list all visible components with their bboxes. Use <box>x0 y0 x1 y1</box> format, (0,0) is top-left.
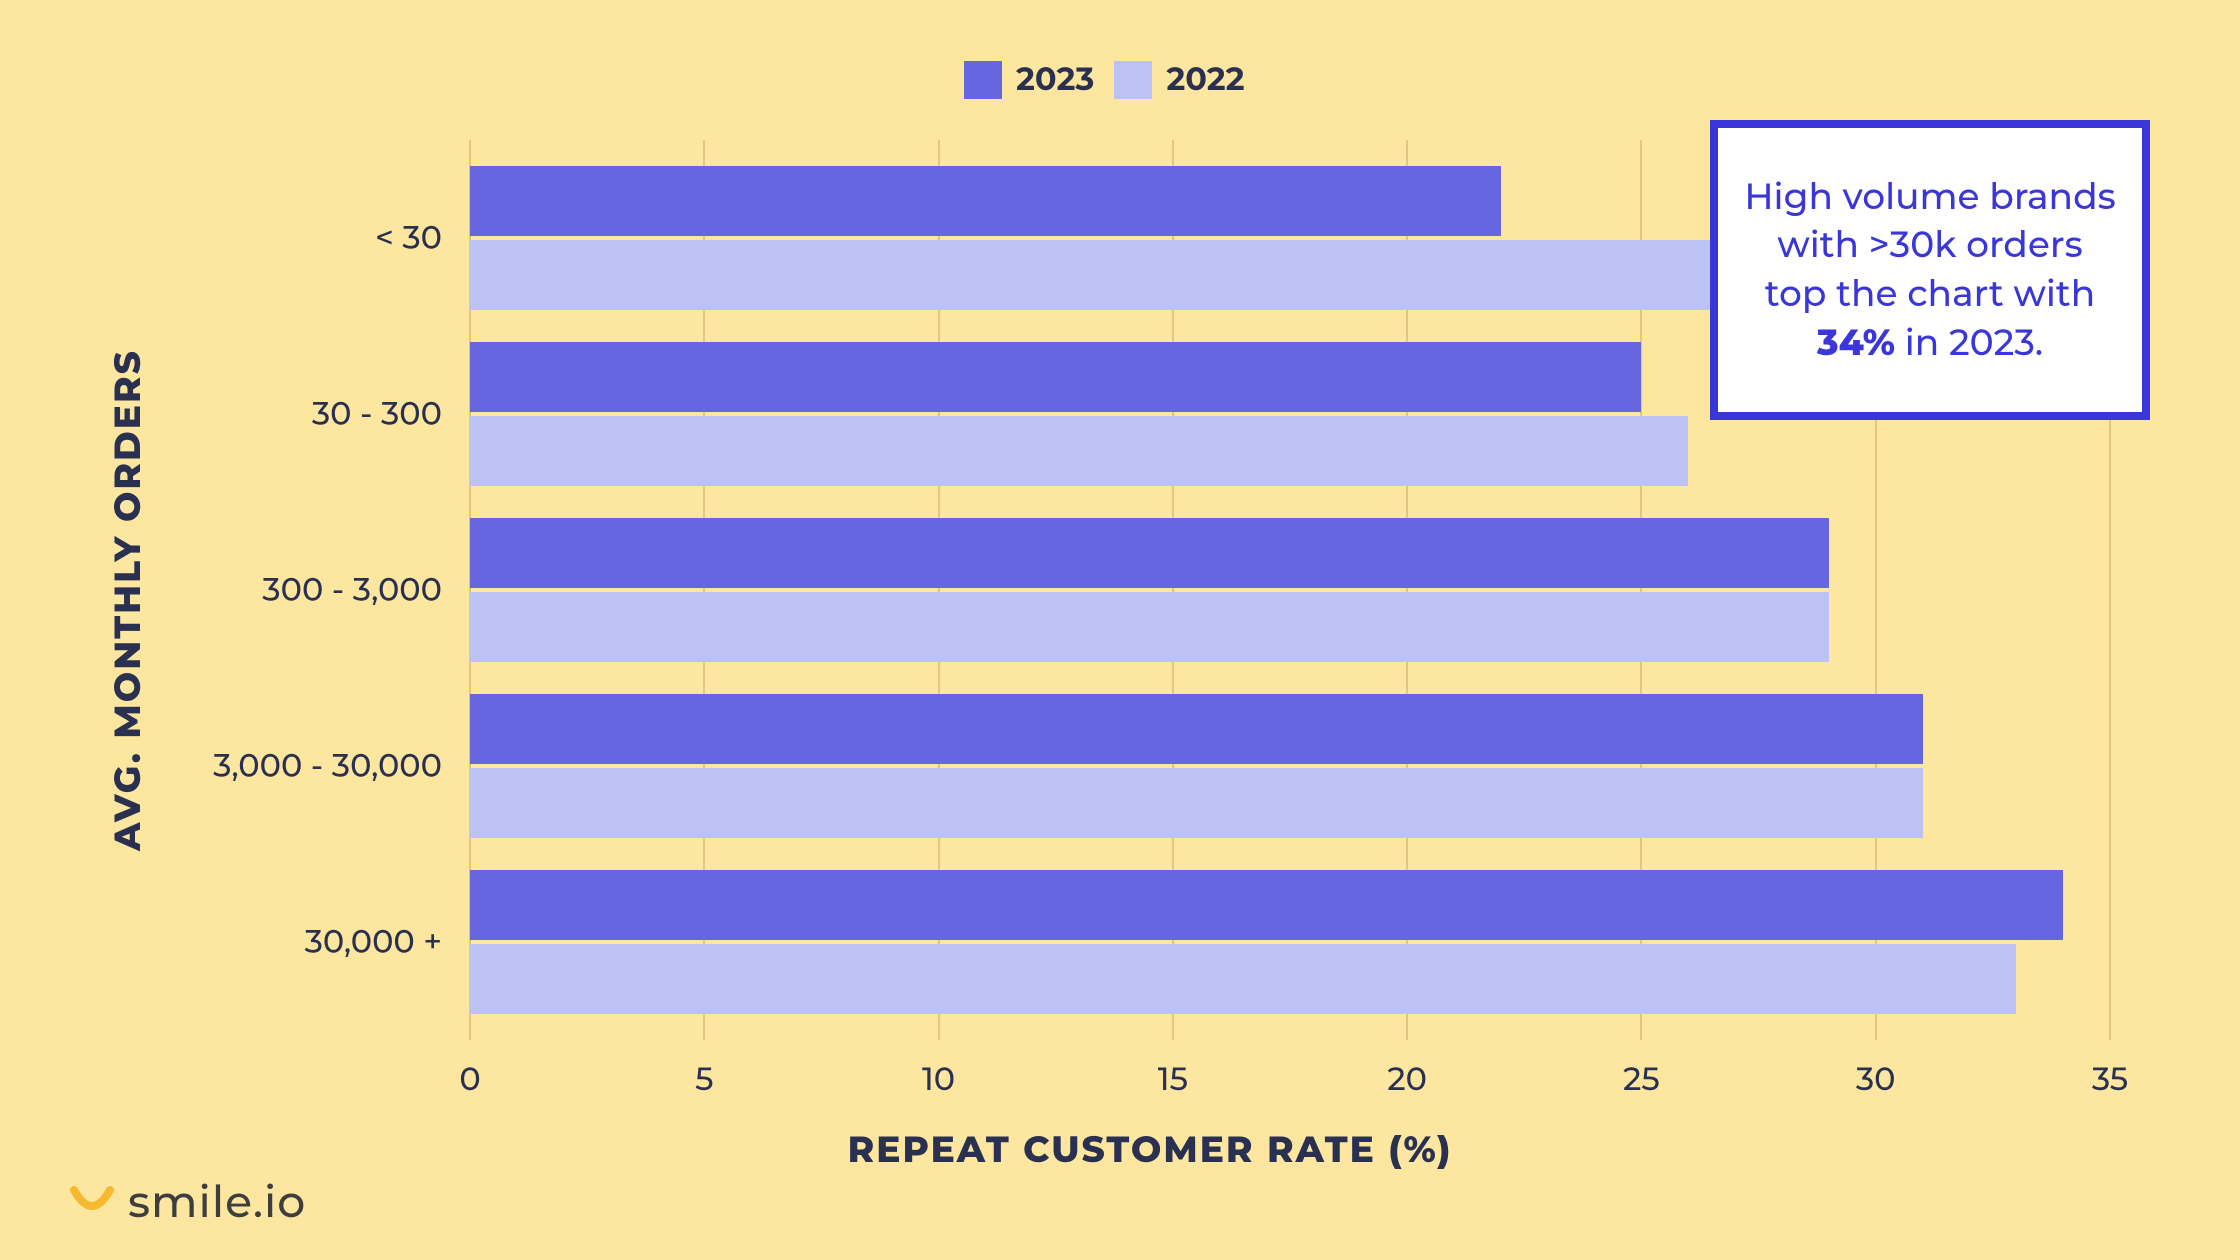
x-axis-title: REPEAT CUSTOMER RATE (%) <box>848 1128 1453 1172</box>
legend-label: 2023 <box>1016 60 1094 99</box>
x-tick-label: 10 <box>922 1060 955 1099</box>
bar-2022 <box>470 944 2016 1014</box>
bar-2023 <box>470 342 1641 412</box>
x-tick-label: 25 <box>1623 1060 1660 1099</box>
legend-swatch <box>1114 61 1152 99</box>
y-tick-label: < 30 <box>375 219 470 258</box>
x-tick-label: 35 <box>2092 1060 2128 1099</box>
y-tick-label: 300 - 3,000 <box>262 571 470 610</box>
smile-icon <box>70 1184 114 1220</box>
legend-label: 2022 <box>1166 60 1244 99</box>
callout-text-post: in 2023. <box>1895 321 2043 365</box>
callout-text-emph: 34% <box>1817 321 1895 365</box>
legend: 2023 2022 <box>964 60 1245 99</box>
y-tick-label: 30,000 + <box>305 923 470 962</box>
x-tick-label: 5 <box>695 1060 713 1099</box>
x-tick-label: 20 <box>1387 1060 1427 1099</box>
bar-2022 <box>470 592 1829 662</box>
bar-2023 <box>470 518 1829 588</box>
bar-2023 <box>470 870 2063 940</box>
y-axis-title: AVG. MONTHLY ORDERS <box>106 349 150 851</box>
x-tick-label: 0 <box>459 1060 480 1099</box>
brand-logo: smile.io <box>70 1175 306 1229</box>
x-tick-label: 30 <box>1856 1060 1896 1099</box>
brand-logo-text: smile.io <box>128 1175 306 1229</box>
bar-2022 <box>470 768 1923 838</box>
legend-swatch <box>964 61 1002 99</box>
y-tick-label: 30 - 300 <box>312 395 470 434</box>
chart-page: 2023 2022 AVG. MONTHLY ORDERS REPEAT CUSTOM… <box>0 0 2240 1260</box>
callout-text-pre: High volume brands with >30k orders top … <box>1744 175 2115 316</box>
x-tick-label: 15 <box>1158 1060 1188 1099</box>
legend-item: 2022 <box>1114 60 1244 99</box>
callout-text: High volume brands with >30k orders top … <box>1742 173 2118 367</box>
bar-2022 <box>470 240 1735 310</box>
y-tick-label: 3,000 - 30,000 <box>213 747 470 786</box>
bar-2022 <box>470 416 1688 486</box>
callout-box: High volume brands with >30k orders top … <box>1710 120 2150 420</box>
legend-item: 2023 <box>964 60 1094 99</box>
bar-2023 <box>470 694 1923 764</box>
bar-2023 <box>470 166 1501 236</box>
